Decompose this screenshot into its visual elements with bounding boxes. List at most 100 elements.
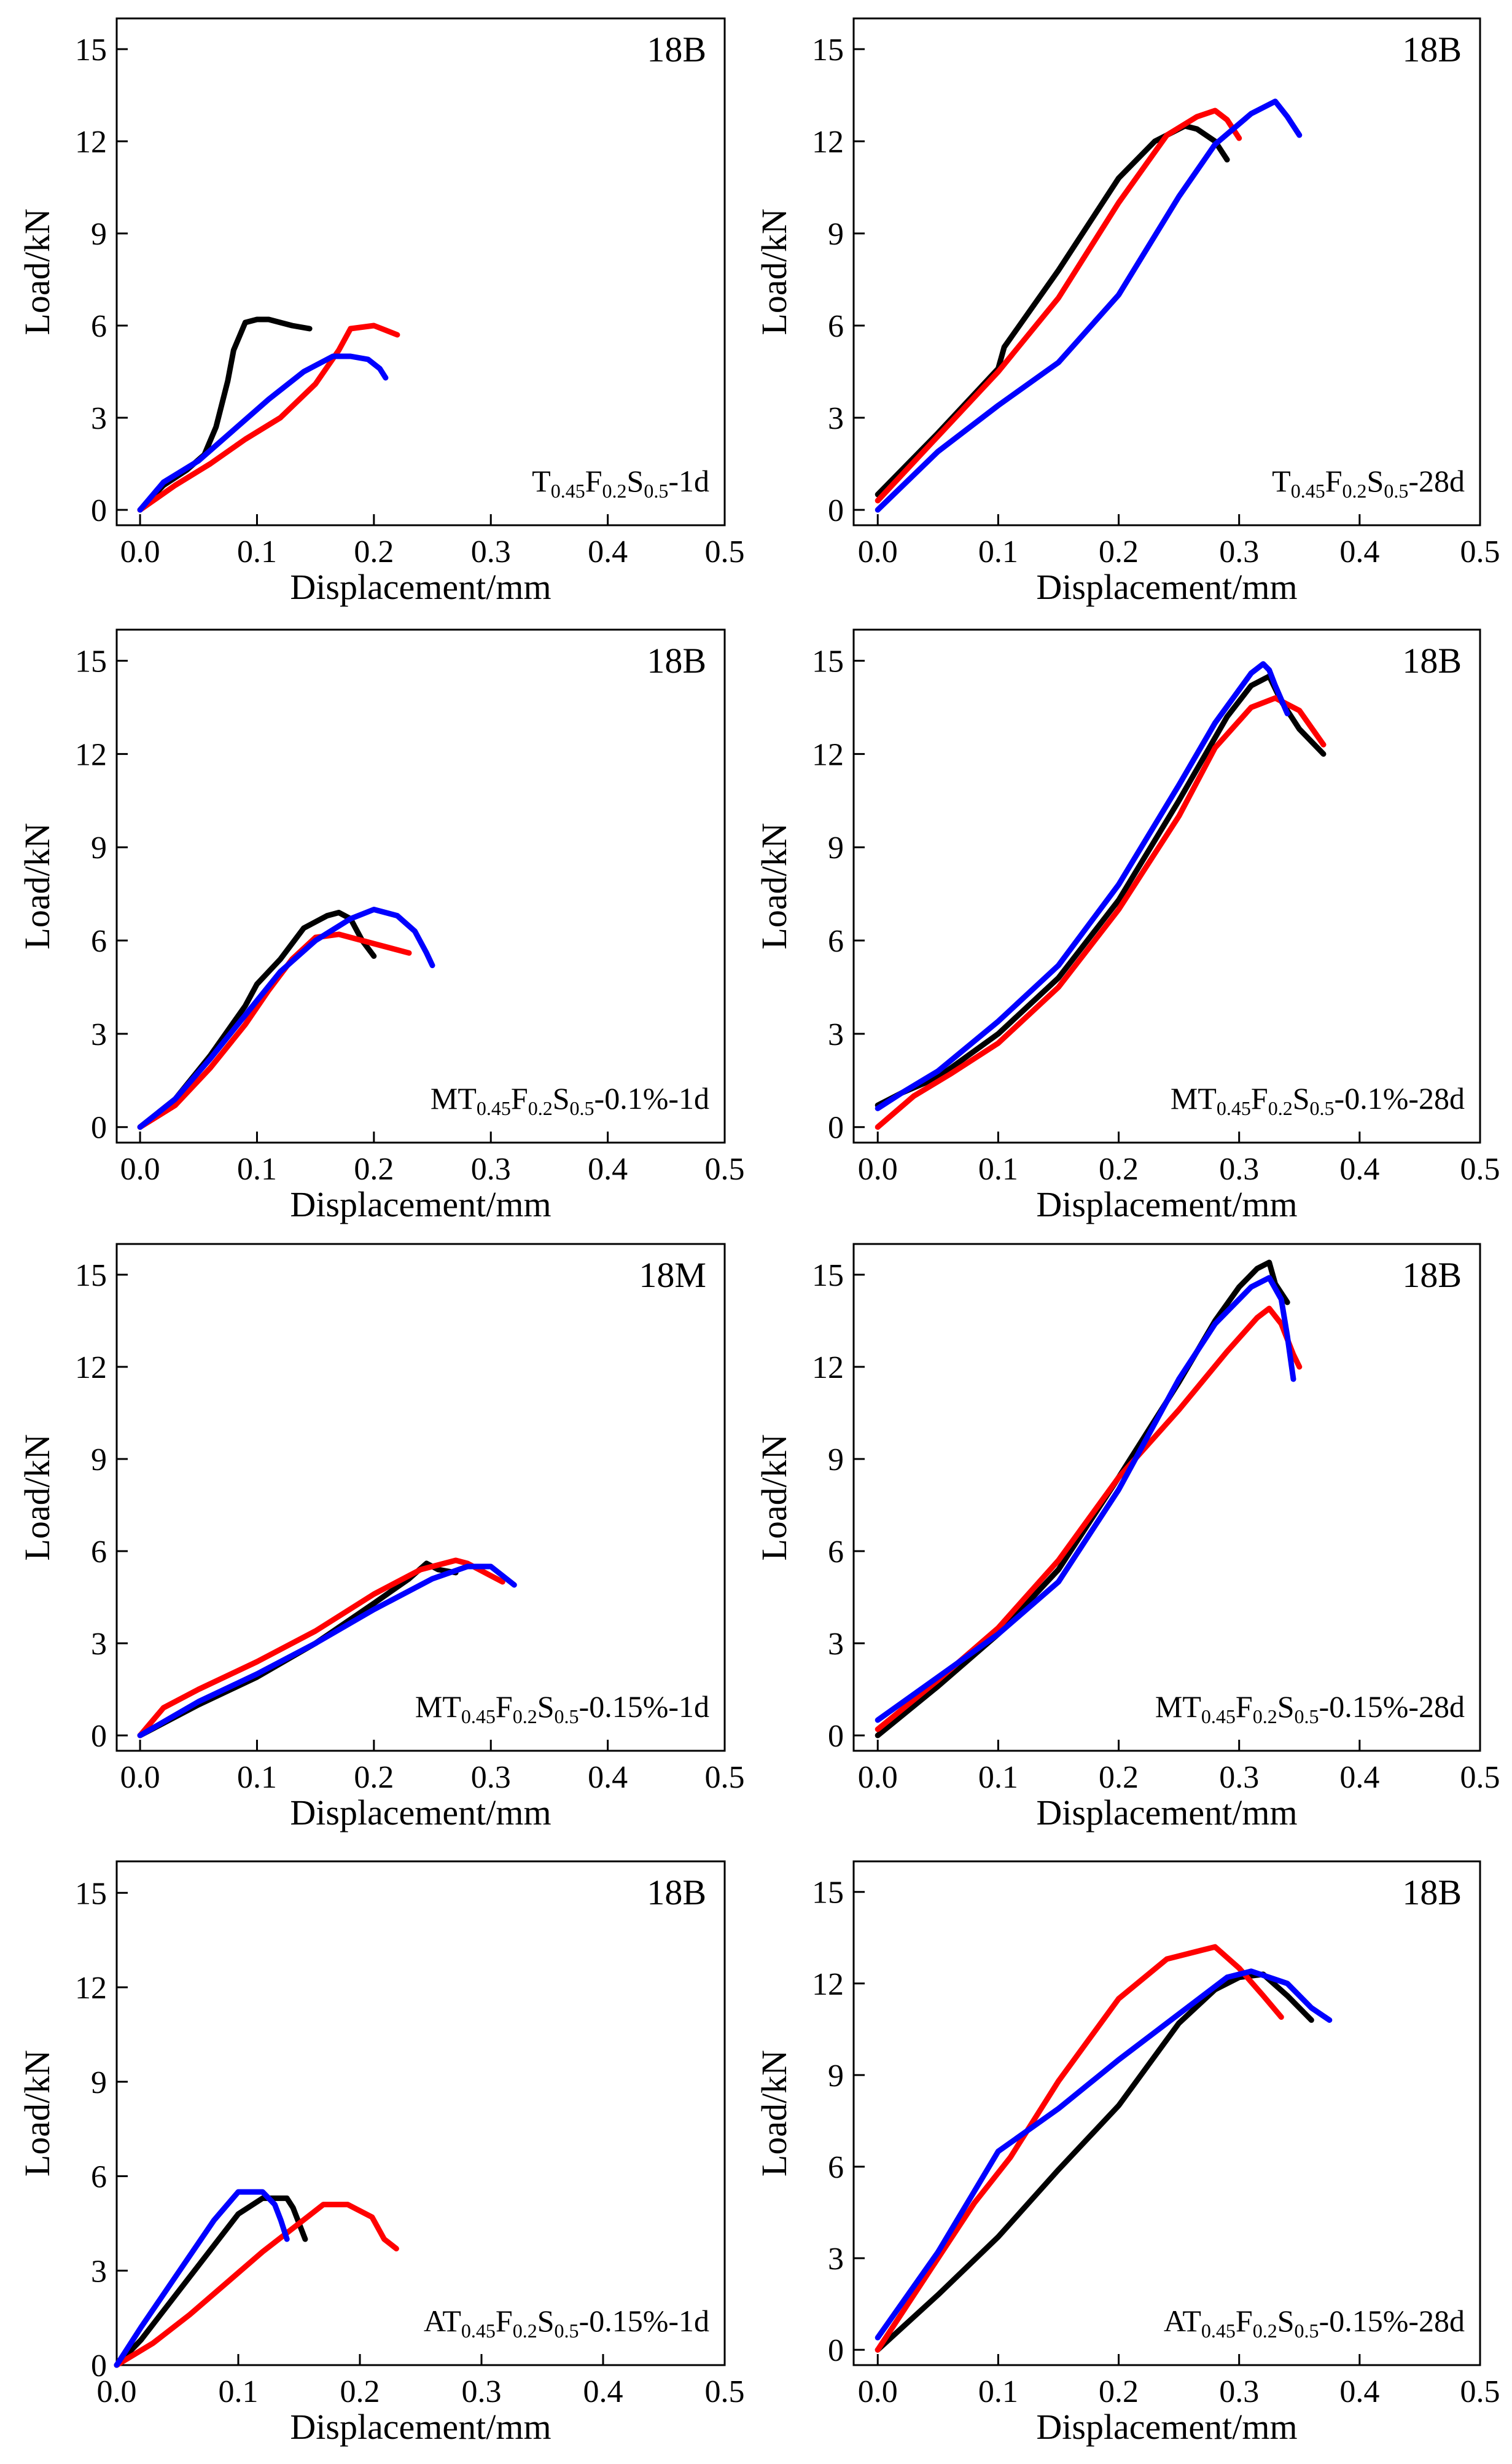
sample-label-subscript: 0.2 — [513, 1705, 537, 1727]
panel-tag: 18B — [647, 641, 706, 681]
y-tick-label: 3 — [91, 2254, 107, 2289]
sample-label-text: S — [537, 2304, 555, 2338]
sample-label-subscript: 0.5 — [570, 1097, 594, 1119]
x-tick-label: 0.5 — [1460, 2374, 1500, 2409]
x-tick-label: 0.1 — [978, 1152, 1018, 1187]
plot-frame — [852, 1243, 1481, 1752]
sample-label-subscript: 0.5 — [555, 2320, 579, 2342]
y-tick-label: 9 — [828, 2059, 844, 2094]
y-axis-title: Load/kN — [17, 823, 57, 949]
panel-tag: 18B — [1402, 1872, 1462, 1912]
x-tick-label: 0.1 — [237, 1760, 277, 1795]
chart-panel: 0.0 0.1 0.2 0.3 0.4 0.5 0 3 6 9 12 15 Displacement/m… — [17, 17, 745, 607]
sample-label-subscript: 0.5 — [1295, 1705, 1319, 1727]
sample-label-text: -0.15%-1d — [579, 1689, 709, 1724]
sample-label-text: S — [1277, 1689, 1295, 1724]
series-line-blue — [875, 661, 1290, 1111]
y-axis-title: Load/kN — [754, 2050, 794, 2177]
sample-label-text: -0.1%-28d — [1335, 1081, 1465, 1116]
x-tick-label: 0.0 — [858, 2374, 898, 2409]
chart-panel: 0.0 0.1 0.2 0.3 0.4 0.5 0 3 6 9 12 15 Displacement/m… — [17, 628, 745, 1224]
y-tick-label: 12 — [75, 737, 107, 772]
x-tick-label: 0.2 — [1099, 534, 1139, 569]
series-line-black — [875, 673, 1327, 1108]
x-tick-label: 0.2 — [340, 2374, 380, 2409]
series-line-black — [875, 1971, 1314, 2353]
x-tick-label: 0.2 — [1099, 1152, 1139, 1187]
sample-label-text: MT — [415, 1689, 461, 1724]
plot-frame — [852, 1860, 1481, 2366]
sample-label-text: S — [1277, 2304, 1295, 2338]
sample-label-subscript: 0.2 — [1342, 480, 1367, 502]
sample-label-text: F — [1325, 464, 1342, 498]
series-line-blue — [875, 1275, 1296, 1723]
y-tick-label: 3 — [91, 1017, 107, 1052]
y-tick-label: 12 — [812, 737, 844, 772]
sample-label: MT0.45F0.2S0.5-0.1%-28d — [1171, 1081, 1465, 1119]
sample-label-text: AT — [424, 2304, 461, 2338]
y-tick-label: 12 — [812, 1967, 844, 2002]
x-tick-label: 0.1 — [978, 2374, 1018, 2409]
sample-label: MT0.45F0.2S0.5-0.1%-1d — [431, 1081, 709, 1119]
sample-label: MT0.45F0.2S0.5-0.15%-1d — [415, 1689, 709, 1727]
x-axis-title: Displacement/mm — [1036, 2407, 1297, 2447]
x-axis-title: Displacement/mm — [290, 1793, 551, 1832]
panel-tag: 18B — [1402, 29, 1462, 69]
y-tick-label: 0 — [91, 493, 107, 528]
series-line-black — [137, 910, 377, 1130]
y-tick-label: 0 — [828, 493, 844, 528]
y-tick-label: 9 — [828, 1442, 844, 1477]
y-axis-title: Load/kN — [754, 208, 794, 335]
x-tick-label: 0.0 — [120, 1152, 160, 1187]
x-tick-label: 0.3 — [1219, 1152, 1259, 1187]
y-tick-label: 6 — [828, 1535, 844, 1570]
sample-label-subscript: 0.45 — [461, 1705, 496, 1727]
sample-label-text: F — [1236, 1689, 1253, 1724]
x-axis-title: Displacement/mm — [290, 567, 551, 607]
y-axis-title: Load/kN — [17, 1434, 57, 1560]
x-tick-label: 0.5 — [705, 2374, 745, 2409]
series-line-black — [875, 1259, 1290, 1738]
y-tick-label: 15 — [812, 33, 844, 68]
sample-label-text: F — [1251, 1081, 1268, 1116]
plot-frame — [115, 1860, 726, 2366]
x-tick-label: 0.1 — [237, 534, 277, 569]
y-tick-label: 6 — [91, 309, 107, 344]
series-line-blue — [875, 1968, 1333, 2341]
y-tick-label: 0 — [91, 1719, 107, 1754]
panel-tag: 18B — [647, 1872, 706, 1912]
x-tick-label: 0.0 — [120, 1760, 160, 1795]
sample-label: T0.45F0.2S0.5-1d — [532, 464, 709, 502]
sample-label-subscript: 0.45 — [1217, 1097, 1251, 1119]
sample-label-text: -0.1%-1d — [594, 1081, 709, 1116]
y-tick-label: 6 — [91, 2160, 107, 2195]
series-line-blue — [137, 907, 435, 1130]
y-tick-label: 3 — [828, 401, 844, 436]
x-tick-label: 0.2 — [1099, 1760, 1139, 1795]
y-axis-title: Load/kN — [754, 1434, 794, 1560]
x-tick-label: 0.3 — [1219, 534, 1259, 569]
x-tick-label: 0.4 — [1339, 534, 1379, 569]
panel-tag: 18M — [639, 1255, 706, 1295]
sample-label-subscript: 0.45 — [1201, 2320, 1236, 2342]
series-line-blue — [114, 2189, 290, 2368]
x-tick-label: 0.2 — [354, 1760, 394, 1795]
sample-label-subscript: 0.5 — [555, 1705, 579, 1727]
y-tick-label: 12 — [812, 1350, 844, 1385]
x-tick-label: 0.5 — [1460, 1152, 1500, 1187]
y-tick-label: 9 — [91, 1442, 107, 1477]
chart-panel: 0.0 0.1 0.2 0.3 0.4 0.5 0 3 6 9 12 15 Displacement/m… — [754, 1860, 1500, 2447]
x-tick-label: 0.4 — [588, 534, 628, 569]
x-tick-label: 0.5 — [705, 1152, 745, 1187]
x-tick-label: 0.4 — [588, 1760, 628, 1795]
y-tick-label: 12 — [75, 1350, 107, 1385]
y-tick-label: 3 — [828, 1017, 844, 1052]
sample-label-subscript: 0.5 — [644, 480, 668, 502]
sample-label-text: -0.15%-28d — [1319, 2304, 1465, 2338]
x-tick-label: 0.3 — [462, 2374, 502, 2409]
x-tick-label: 0.4 — [588, 1152, 628, 1187]
series-line-blue — [137, 353, 389, 513]
x-axis-title: Displacement/mm — [1036, 1793, 1297, 1832]
sample-label-text: -0.15%-28d — [1319, 1689, 1465, 1724]
y-tick-label: 3 — [91, 1627, 107, 1662]
